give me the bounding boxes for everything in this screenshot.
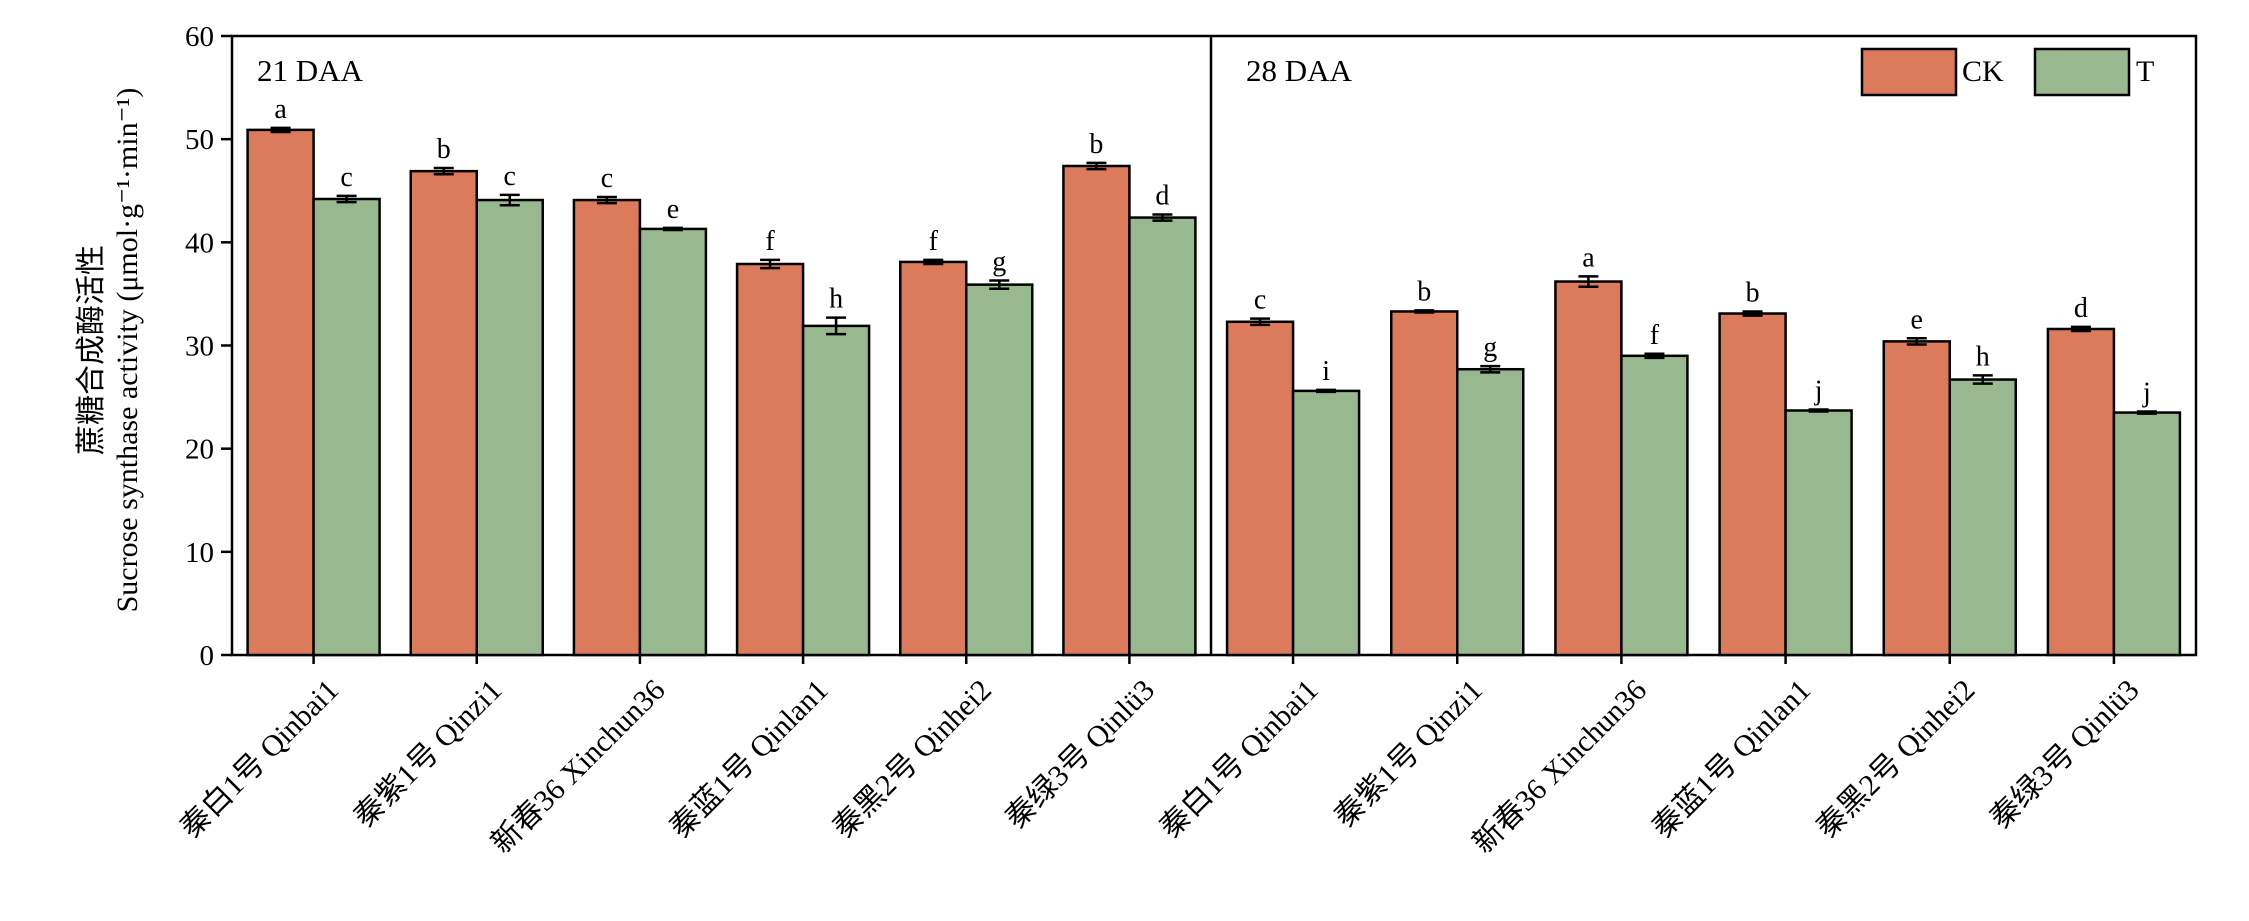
y-tick-label: 30 [185,331,214,363]
significance-letter: c [340,162,352,193]
bar [1554,280,1623,657]
significance-letter: f [765,226,775,257]
x-tick-label: 秦绿3号 Qinlü3 [999,673,1161,835]
legend: CK T [1860,47,2154,97]
y-tick-label: 50 [185,124,214,156]
significance-letter: g [1483,332,1497,363]
bar [246,128,315,657]
significance-letter: e [667,194,679,225]
y-tick-label: 10 [185,537,214,569]
bar [1225,320,1295,657]
axes: 0 10 20 30 40 50 60 [185,21,2198,672]
legend-label-ck: CK [1962,55,2004,88]
significance-letter: g [992,247,1006,278]
x-tick-label: 秦黑2号 Qinhei2 [1810,673,1981,844]
y-tick-label: 40 [185,227,214,259]
significance-letter: d [1155,180,1169,211]
x-tick-label: 新春36 Xinchun36 [485,673,672,860]
y-axis-title-cn: 蔗糖合成酶活性 [75,245,108,455]
bar [965,283,1034,657]
significance-letter: a [1582,242,1595,273]
bar [638,227,708,657]
significance-letter: j [1814,375,1823,406]
significance-letter: i [1322,356,1330,387]
significance-letter: e [1911,304,1923,335]
bar [1390,310,1459,657]
significance-letter: b [1746,277,1760,308]
y-tick-label: 0 [200,640,215,672]
x-tick-label: 秦白1号 Qinbai1 [174,673,345,844]
x-tick-label: 秦紫1号 Qinzi1 [348,673,509,834]
significance-letter: c [601,163,613,194]
significance-letter: f [929,226,939,257]
x-tick-label: 秦蓝1号 Qinlan1 [1646,673,1817,844]
panel-label: 28 DAA [1246,53,1353,88]
significance-letter: d [2074,293,2088,324]
significance-letter: c [504,161,516,192]
bar [1882,340,1951,657]
bar [801,324,871,657]
significance-letter: b [437,134,451,165]
bar [409,169,478,657]
bar [2046,327,2116,657]
bar [1718,312,1787,657]
significance-letter: f [1650,320,1660,351]
significance-letter: h [829,284,843,315]
y-axis-title: 蔗糖合成酶活性 Sucrose synthase activity (μmol·… [75,88,144,613]
x-tick-label: 秦黑2号 Qinhei2 [827,673,998,844]
bar [1620,354,1689,657]
bar [1128,216,1197,657]
panel-label: 21 DAA [257,53,364,88]
significance-letter: c [1254,285,1266,316]
y-axis-title-en: Sucrose synthase activity (μmol·g⁻¹·min⁻… [111,88,144,613]
significance-letter: b [1417,276,1431,307]
x-tick-label: 秦绿3号 Qinlü3 [1984,673,2146,835]
legend-swatch-ck [1860,47,1958,97]
x-tick-label: 秦蓝1号 Qinlan1 [664,673,835,844]
significance-letter: b [1089,129,1103,160]
bar [1784,409,1853,657]
bar [572,198,642,657]
bar [312,197,381,657]
y-tick-label: 60 [185,21,214,53]
x-tick-label: 秦紫1号 Qinzi1 [1328,673,1489,834]
significance-letter: j [2142,378,2151,409]
legend-label-t: T [2136,55,2154,88]
x-tick-label: 秦白1号 Qinbai1 [1154,673,1325,844]
bar [1062,164,1131,657]
bar [2112,411,2182,657]
bar [1291,389,1361,657]
x-tick-label: 新春36 Xinchun36 [1467,673,1654,860]
bar [735,262,805,657]
significance-letter: h [1976,341,1990,372]
y-tick-label: 20 [185,434,214,466]
bar [1948,378,2017,657]
bars [246,126,2182,657]
significance-letter: a [274,94,287,125]
legend-swatch-t [2033,47,2131,97]
bar [1456,367,1525,657]
bar [899,260,968,657]
bar [475,198,544,657]
